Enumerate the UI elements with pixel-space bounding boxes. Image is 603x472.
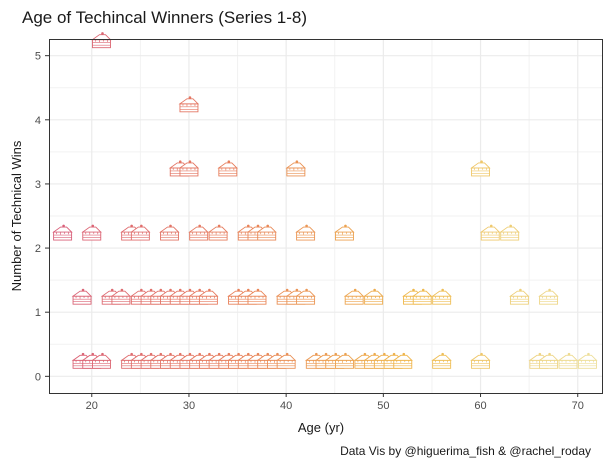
x-axis-label: Age (yr) [298,420,344,435]
cake-slice-icon [538,288,559,305]
cake-slice-icon [509,288,530,305]
x-tick-label: 30 [183,400,195,412]
cake-slice-icon [392,352,413,369]
cake-slice-icon [334,224,355,241]
cake-slice-icon [188,224,209,241]
ticks: 20 30 40 50 60 70 0 1 2 3 4 5 [35,51,584,412]
y-tick-label: 1 [35,307,41,319]
cake-slice-icon [285,160,306,177]
chart-title: Age of Techincal Winners (Series 1-8) [22,8,308,27]
cake-slice-icon [275,352,297,369]
cake-slice-icon [246,288,268,305]
cake-slice-icon [295,224,316,241]
cake-slice-icon [411,288,433,305]
y-tick-label: 4 [35,115,41,127]
cake-slice-icon [71,288,93,305]
cake-slice-icon [217,160,238,177]
y-tick-label: 0 [35,371,41,383]
cake-slice-icon [129,224,151,241]
y-tick-label: 5 [35,51,41,63]
points-layer [52,32,598,369]
cake-slice-icon [431,352,452,369]
cake-slice-icon [363,288,384,305]
cake-slice-icon [207,224,229,241]
x-tick-label: 20 [86,400,98,412]
x-tick-label: 60 [474,400,486,412]
x-tick-label: 50 [377,400,389,412]
cake-slice-icon [431,288,452,305]
y-tick-label: 3 [35,179,41,191]
x-tick-label: 40 [280,400,292,412]
cake-slice-icon [470,352,491,369]
cake-slice-icon [538,352,559,369]
caption: Data Vis by @higuerima_fish & @rachel_ro… [340,444,591,458]
y-axis-label: Number of Technical Wins [9,140,24,291]
cake-slice-icon [343,288,365,305]
cake-slice-icon [577,352,598,369]
cake-slice-icon [178,96,200,113]
cake-slice-icon [557,352,579,369]
cake-slice-icon [295,288,316,305]
cake-slice-icon [334,352,355,369]
cake-slice-icon [178,160,200,177]
grid [49,39,603,393]
x-tick-label: 70 [572,400,584,412]
cake-slice-icon [110,288,132,305]
cake-slice-icon [479,224,501,241]
cake-slice-icon [499,224,520,241]
cake-slice-icon [81,224,102,241]
cake-slice-icon [52,224,73,241]
y-tick-label: 2 [35,243,41,255]
cake-slice-icon [91,352,112,369]
cake-slice-icon [159,224,180,241]
cake-slice-icon [197,288,219,305]
cake-slice-icon [470,160,491,177]
cake-slice-icon [256,224,277,241]
